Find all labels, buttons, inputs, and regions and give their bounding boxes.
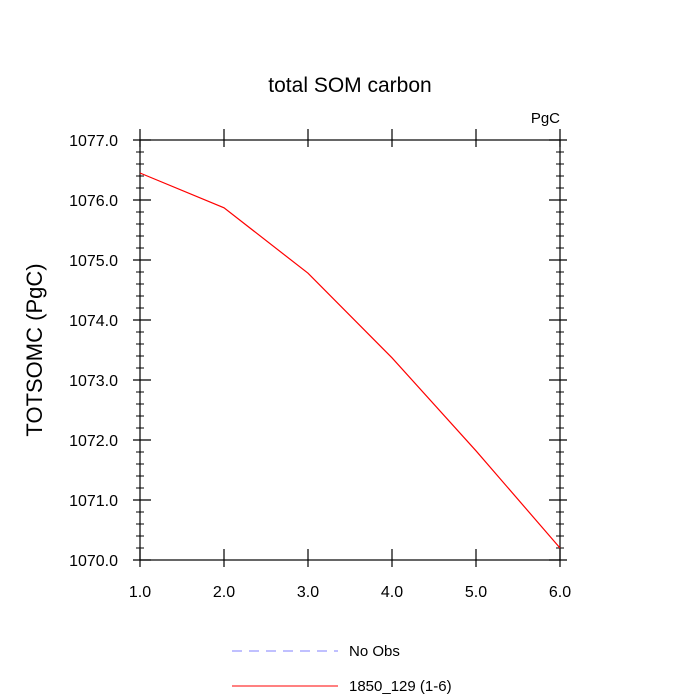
y-tick-label: 1072.0	[69, 433, 118, 450]
x-tick-label: 5.0	[465, 584, 487, 601]
y-tick-label: 1076.0	[69, 193, 118, 210]
axis-tick-labels: 1.0 2.0 3.0 4.0 5.0 6.0 1070.0 1071.0 1072.0 1073…	[69, 133, 571, 601]
y-tick-label: 1077.0	[69, 133, 118, 150]
legend-label: No Obs	[349, 643, 400, 660]
legend: No Obs 1850_129 (1-6)	[232, 643, 452, 695]
series-line	[139, 172, 561, 549]
x-tick-label: 3.0	[297, 584, 319, 601]
plot-frame	[139, 139, 561, 561]
chart-title: total SOM carbon	[268, 74, 431, 97]
y-tick-label: 1074.0	[69, 313, 118, 330]
x-tick-label: 4.0	[381, 584, 403, 601]
y-axis-label: TOTSOMC (PgC)	[22, 263, 47, 436]
y-tick-label: 1075.0	[69, 253, 118, 270]
legend-label: 1850_129 (1-6)	[349, 678, 452, 695]
y-tick-label: 1070.0	[69, 553, 118, 570]
series-layer	[139, 172, 561, 549]
y-tick-label: 1073.0	[69, 373, 118, 390]
x-tick-label: 1.0	[129, 584, 151, 601]
y-tick-label: 1071.0	[69, 493, 118, 510]
x-tick-label: 2.0	[213, 584, 235, 601]
axis-ticks	[133, 129, 567, 567]
units-label: PgC	[531, 110, 560, 127]
x-tick-label: 6.0	[549, 584, 571, 601]
